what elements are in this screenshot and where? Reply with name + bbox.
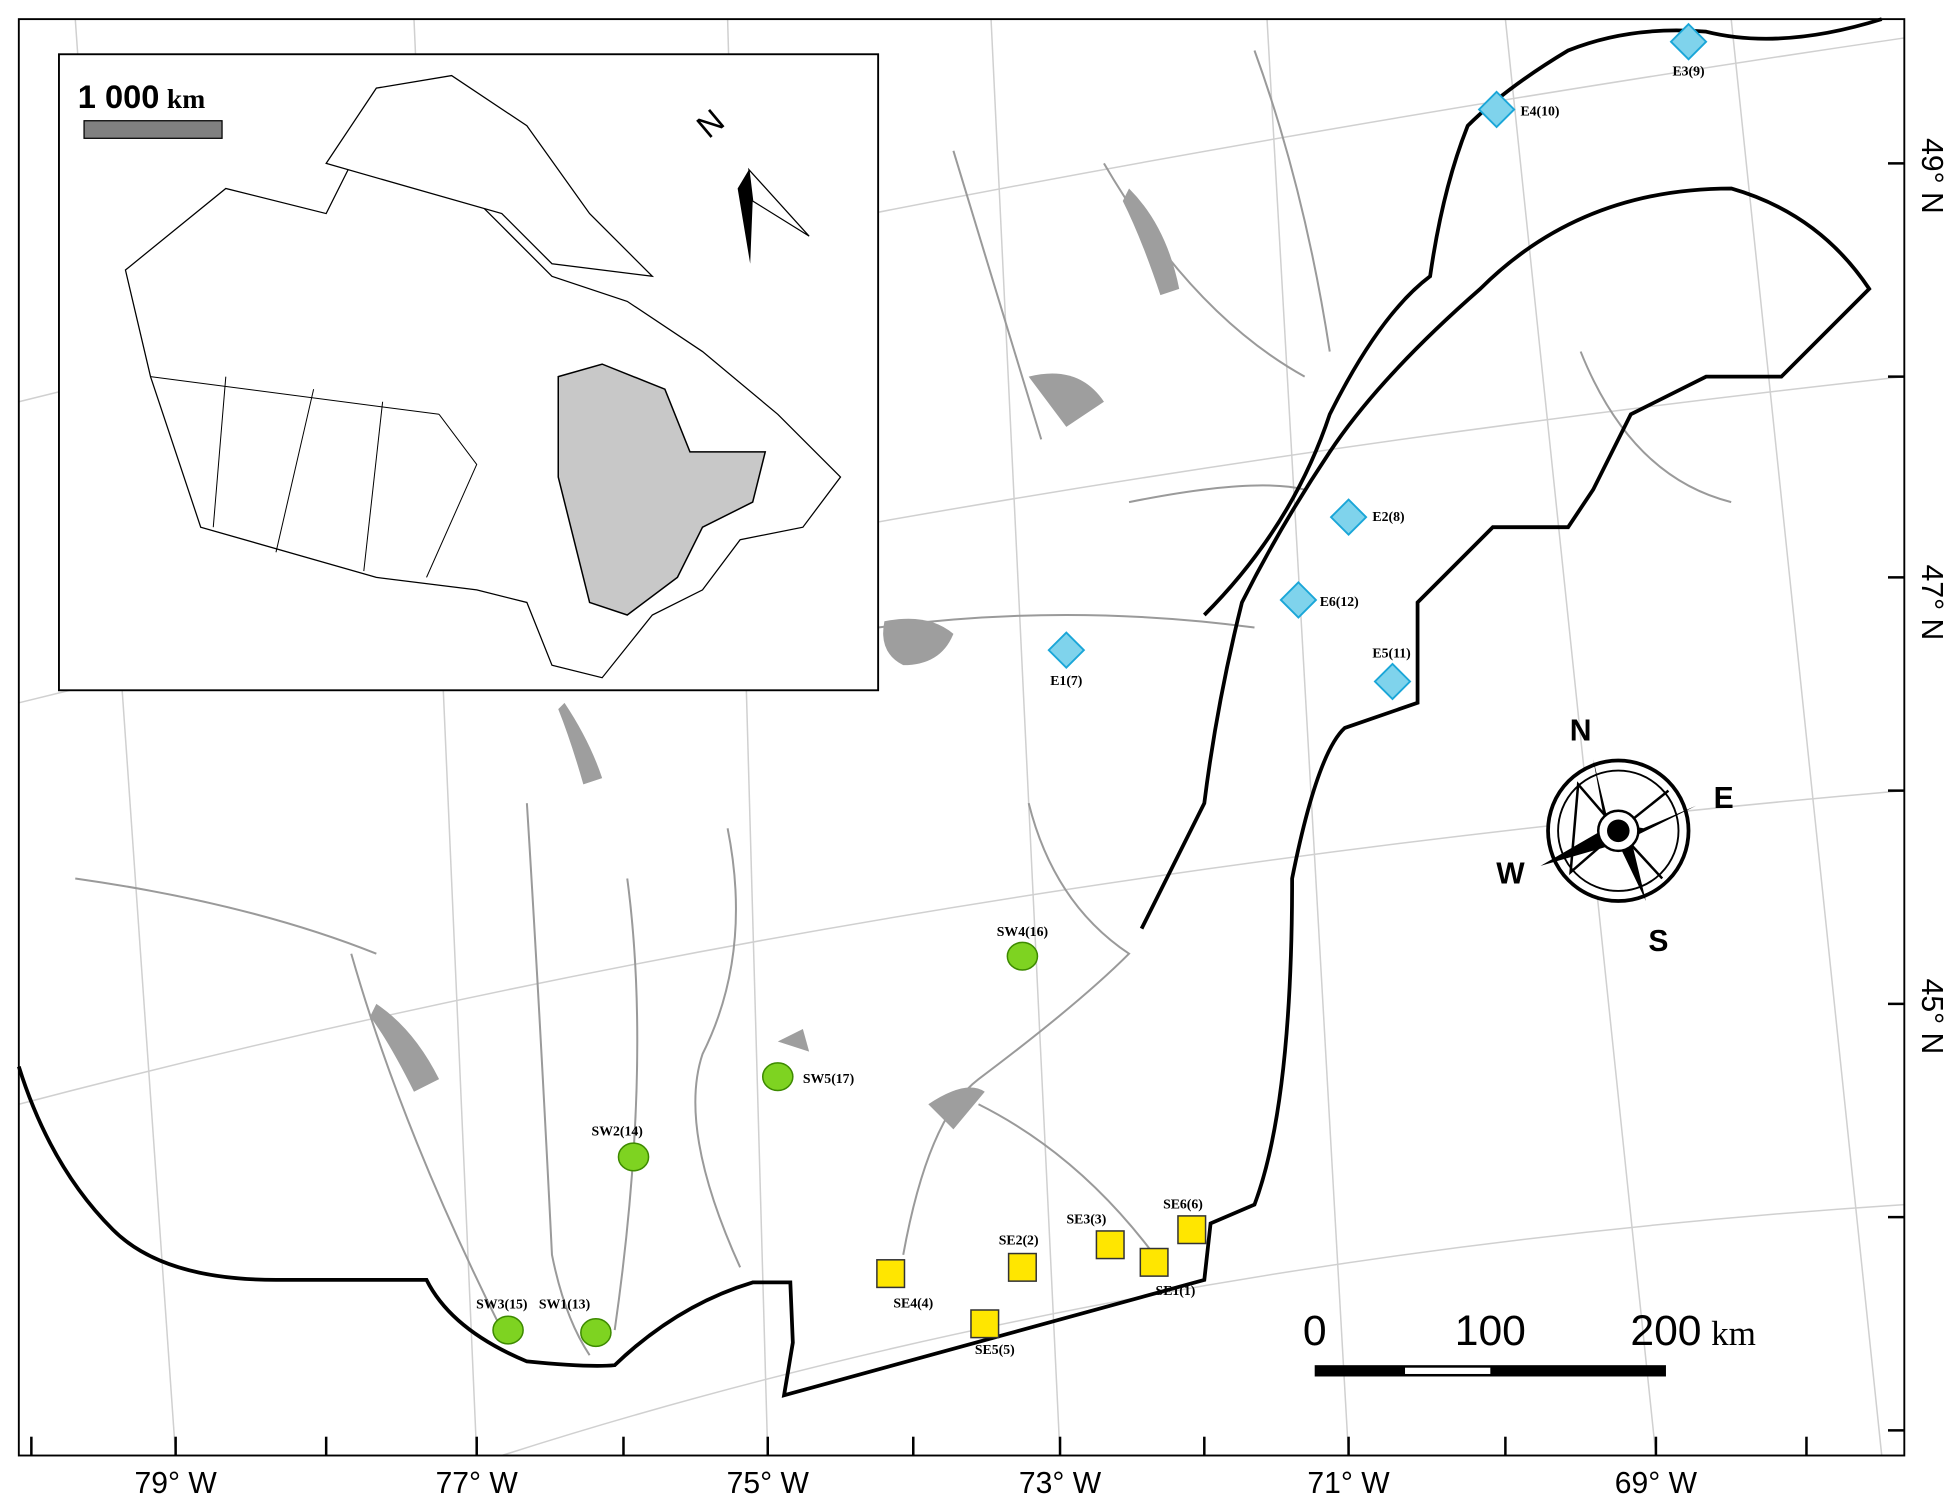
inset-scale-bar xyxy=(83,120,223,139)
site-label: SE2(2) xyxy=(999,1233,1039,1249)
compass-e: E xyxy=(1714,782,1734,815)
compass-s: S xyxy=(1648,925,1668,958)
coastline xyxy=(17,186,1872,1398)
site-southeast xyxy=(1139,1247,1169,1277)
scale-label: 100 xyxy=(1455,1307,1526,1355)
site-label: SE6(6) xyxy=(1163,1196,1203,1212)
longitude-label: 79° W xyxy=(134,1467,217,1500)
site-east xyxy=(1669,22,1708,61)
scale-unit: km xyxy=(1711,1314,1756,1353)
inset-north-arrow-half xyxy=(748,167,810,237)
site-label: SW4(16) xyxy=(997,924,1048,940)
graticule xyxy=(18,19,1905,1457)
compass-rose: N E S W xyxy=(1496,714,1734,958)
site-label: E4(10) xyxy=(1520,104,1559,120)
site-southeast xyxy=(1007,1252,1037,1282)
provinces xyxy=(150,376,478,578)
site-east xyxy=(1047,631,1086,670)
longitude-label: 73° W xyxy=(1019,1467,1102,1500)
scale-label: 0 xyxy=(1303,1307,1327,1355)
site-southwest xyxy=(617,1142,650,1172)
site-label: SW5(17) xyxy=(803,1071,854,1087)
site-label: E5(11) xyxy=(1372,646,1410,662)
longitude-label: 75° W xyxy=(727,1467,810,1500)
map-frame xyxy=(17,18,1906,1457)
site-east xyxy=(1477,90,1516,129)
site-east xyxy=(1279,581,1318,619)
scale-bar xyxy=(1314,1365,1666,1377)
latitude-label: 49° N xyxy=(1915,138,1948,214)
latitude-label: 45° N xyxy=(1915,979,1948,1055)
site-label: E1(7) xyxy=(1050,673,1082,689)
site-southwest xyxy=(580,1318,612,1348)
site-southwest xyxy=(492,1315,524,1345)
site-southwest xyxy=(761,1062,794,1092)
site-label: SW1(13) xyxy=(539,1297,590,1313)
north-shore xyxy=(1202,17,1883,617)
scale-label: 200 xyxy=(1630,1307,1701,1355)
site-southwest xyxy=(1006,941,1039,971)
site-label: SE5(5) xyxy=(975,1342,1015,1358)
compass-n: N xyxy=(1570,714,1592,747)
site-label: E2(8) xyxy=(1372,509,1404,525)
site-label: SE1(1) xyxy=(1156,1283,1196,1299)
site-label: SW3(15) xyxy=(476,1297,527,1313)
site-southeast xyxy=(970,1309,1000,1339)
frame-ticks xyxy=(30,162,1905,1456)
inset: 1 000 km N xyxy=(58,53,880,692)
site-southeast xyxy=(876,1259,906,1289)
latitude-label: 47° N xyxy=(1915,565,1948,641)
site-east xyxy=(1329,498,1368,537)
lakes xyxy=(370,188,1180,1130)
compass-w: W xyxy=(1496,857,1525,890)
inset-scale-label: 1 000 km xyxy=(78,78,205,115)
quebec xyxy=(557,363,767,616)
site-southeast xyxy=(1177,1215,1207,1245)
longitude-label: 77° W xyxy=(436,1467,519,1500)
longitude-label: 71° W xyxy=(1307,1467,1390,1500)
longitude-label: 69° W xyxy=(1615,1467,1698,1500)
site-label: SW2(14) xyxy=(592,1124,643,1140)
site-east xyxy=(1373,662,1412,701)
inset-scale-unit: km xyxy=(167,83,205,114)
dynamic-layer: 79° W 77° W 75° W 73° W 71° W 69° W 49° N 47° N… xyxy=(134,22,1948,1500)
site-label: E6(12) xyxy=(1320,594,1359,610)
site-label: SE4(4) xyxy=(893,1295,933,1311)
site-southeast xyxy=(1095,1230,1125,1260)
arctic-islands xyxy=(325,74,655,278)
inset-scale-value: 1 000 xyxy=(78,78,160,115)
site-label: SE3(3) xyxy=(1066,1211,1106,1227)
site-label: E3(9) xyxy=(1672,64,1704,80)
